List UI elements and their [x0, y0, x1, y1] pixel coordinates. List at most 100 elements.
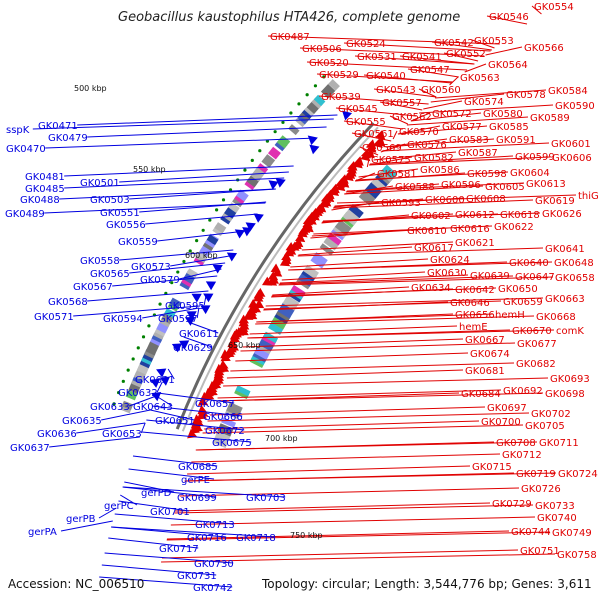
- forward-leader-line: [195, 441, 538, 451]
- feature-block: [144, 349, 156, 359]
- reverse-gene-label: sspK: [6, 125, 30, 136]
- forward-gene-label: GK0487: [270, 32, 310, 43]
- forward-gene-label: GK0684: [461, 389, 501, 400]
- forward-leader-line: [369, 156, 551, 166]
- forward-leader-line: [431, 41, 492, 51]
- forward-leader-line: [373, 151, 457, 161]
- reverse-gene-label: GK0730: [194, 559, 234, 570]
- forward-leader-line: [166, 531, 551, 541]
- forward-gene-label: GK0585: [489, 122, 529, 133]
- genome-backbone: [175, 122, 375, 430]
- forward-gene-label: GK0588: [395, 182, 435, 193]
- reverse-leader-line: [49, 436, 140, 448]
- reverse-leader-line: [140, 422, 146, 434]
- marker-dot: [273, 130, 277, 134]
- forward-leader-line: [207, 412, 530, 422]
- feature-block: [310, 252, 328, 269]
- forward-gene-label: GK0563: [460, 73, 500, 84]
- scale-tick-label: 700 kbp: [265, 434, 298, 443]
- reverse-leader-line: [129, 262, 226, 274]
- reverse-leader-line: [183, 336, 213, 348]
- forward-gene-label: GK0719: [516, 469, 556, 480]
- feature-block: [282, 295, 300, 311]
- reverse-gene-label: GK0488: [20, 195, 60, 206]
- forward-leader-line: [217, 389, 502, 399]
- feature-block: [334, 219, 352, 236]
- reverse-leader-line: [59, 188, 276, 200]
- reverse-leader-line: [157, 392, 235, 404]
- forward-leader-line: [464, 63, 487, 73]
- forward-gene-label: GK0561: [354, 129, 394, 140]
- forward-gene-label: GK0681: [465, 366, 505, 377]
- forward-leader-line: [389, 115, 409, 125]
- forward-leader-line: [471, 39, 495, 49]
- forward-leader-line: [174, 504, 534, 514]
- reverse-leader-line: [101, 564, 217, 576]
- forward-gene-label: GK0740: [537, 513, 577, 524]
- reverse-gene-label: GK0653: [102, 429, 142, 440]
- forward-gene-label: GK0541: [402, 52, 442, 63]
- reverse-gene-arrow: [186, 311, 197, 321]
- reverse-gene-label: GK0485: [25, 184, 65, 195]
- reverse-gene-arrow: [151, 392, 162, 402]
- forward-gene-label: GK0539: [321, 92, 361, 103]
- forward-gene-label: GK0610: [407, 226, 447, 237]
- reverse-gene-arrow: [184, 317, 196, 326]
- forward-leader-line: [410, 112, 431, 122]
- forward-leader-line: [179, 487, 520, 497]
- marker-dot: [188, 249, 192, 253]
- feature-block: [235, 385, 251, 397]
- forward-leader-line: [337, 194, 577, 204]
- forward-leader-line: [187, 465, 471, 475]
- reverse-leader-line: [32, 118, 334, 130]
- marker-dot: [258, 149, 262, 153]
- forward-leader-line: [363, 74, 452, 84]
- reverse-gene-label: GK0731: [177, 571, 217, 582]
- forward-leader-line: [210, 406, 486, 416]
- forward-leader-line: [297, 247, 544, 257]
- forward-gene-label: GK0575: [371, 155, 411, 166]
- forward-leader-line: [288, 261, 553, 271]
- forward-leader-line: [161, 553, 556, 563]
- forward-gene-label: GK0529: [319, 70, 359, 81]
- reverse-gene-arrow: [275, 178, 286, 188]
- marker-dot: [141, 335, 146, 339]
- forward-gene-label: GK0744: [511, 527, 551, 538]
- forward-gene-label: hemE: [459, 322, 488, 333]
- reverse-leader-line: [129, 188, 276, 200]
- forward-leader-line: [449, 76, 459, 86]
- forward-gene-label: GK0584: [548, 86, 588, 97]
- feature-block: [206, 234, 219, 246]
- forward-gene-label: GK0630: [427, 268, 467, 279]
- reverse-gene-arrow: [191, 293, 202, 303]
- forward-gene-label: comK: [556, 326, 584, 337]
- forward-gene-label: GK0569: [362, 143, 402, 154]
- forward-gene-label: thiG: [578, 191, 599, 202]
- reverse-leader-line: [151, 405, 243, 417]
- forward-leader-line: [380, 143, 406, 153]
- forward-gene-label: GK0562: [392, 112, 432, 123]
- feature-block: [342, 208, 361, 226]
- scale-tick-label: 650 kbp: [228, 341, 261, 350]
- forward-gene-label: GK0524: [346, 39, 386, 50]
- feature-block: [214, 222, 227, 234]
- marker-dot: [281, 120, 285, 124]
- feature-block: [311, 97, 324, 109]
- marker-dot: [112, 402, 116, 406]
- reverse-gene-label: GK0657: [195, 399, 235, 410]
- reverse-gene-label: GK0558: [80, 256, 120, 267]
- forward-gene-label: GK0542: [434, 38, 474, 49]
- feature-block: [217, 423, 234, 437]
- forward-gene-label: GK0751: [520, 546, 560, 557]
- forward-leader-line: [230, 362, 515, 372]
- reverse-leader-line: [64, 165, 294, 177]
- marker-dot: [322, 75, 326, 79]
- reverse-leader-line: [64, 177, 285, 189]
- marker-dot: [121, 379, 125, 383]
- forward-gene-arrow: [255, 287, 266, 297]
- reverse-gene-label: GK0595: [165, 301, 205, 312]
- forward-gene-label: GK0589: [530, 113, 570, 124]
- forward-gene-label: GK0663: [545, 294, 585, 305]
- reverse-leader-line: [129, 395, 157, 407]
- feature-block: [226, 402, 243, 417]
